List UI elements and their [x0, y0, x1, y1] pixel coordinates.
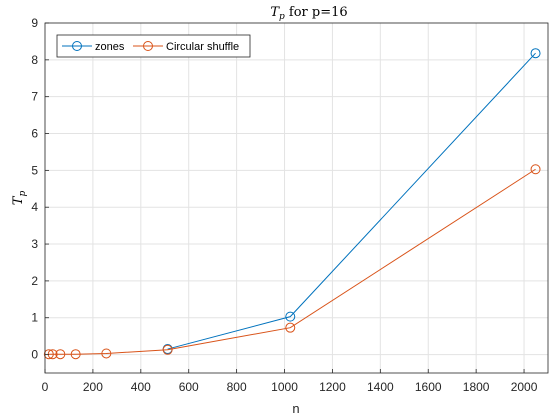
chart-title-sub: p [279, 12, 285, 22]
y-axis-label-sub: p [18, 191, 28, 197]
y-tick-label: 7 [31, 90, 38, 104]
y-tick-label: 1 [31, 311, 38, 325]
y-tick-label: 6 [31, 127, 38, 141]
legend-label-circular-shuffle: Circular shuffle [166, 41, 239, 53]
plot-border [44, 22, 549, 374]
x-tick-label: 1400 [367, 380, 394, 394]
x-axis-ticks: 0 200 400 600 800 1000 1200 1400 1600 1800 2000 [42, 369, 538, 394]
x-tick-label: 1600 [415, 380, 442, 394]
data-point-circular-shuffle [43, 349, 54, 360]
legend-label-zones: zones [95, 41, 125, 53]
x-tick-label: 1800 [463, 380, 490, 394]
data-point-circular-shuffle [55, 349, 66, 360]
data-point-circular-shuffle [162, 344, 173, 355]
series-line-zones [167, 52, 536, 350]
data-point-circular-shuffle [70, 349, 81, 360]
x-tick-label: 600 [179, 380, 199, 394]
y-axis-label: Tp [11, 191, 28, 206]
x-axis-label: n [292, 401, 299, 416]
chart-title-main: T [270, 5, 280, 20]
y-axis-label-main: T [11, 195, 26, 205]
legend-marker-circular-shuffle [143, 41, 153, 51]
y-tick-label: 5 [31, 163, 38, 177]
data-point-circular-shuffle [101, 348, 112, 359]
x-tick-label: 800 [227, 380, 247, 394]
y-axis-ticks: 0 1 2 3 4 5 6 7 8 9 [31, 16, 49, 362]
x-tick-label: 200 [83, 380, 103, 394]
series-line-circular-shuffle [48, 168, 536, 355]
data-point-zones [285, 311, 296, 322]
x-tick-label: 400 [131, 380, 151, 394]
y-tick-label: 2 [31, 274, 38, 288]
y-tick-label: 4 [31, 200, 38, 214]
x-tick-label: 1000 [271, 380, 298, 394]
plot-area [45, 23, 548, 373]
y-tick-label: 3 [31, 237, 38, 251]
series-layer [43, 48, 541, 360]
y-tick-label: 0 [31, 348, 38, 362]
data-point-circular-shuffle [285, 322, 296, 333]
legend: zones Circular shuffle [56, 34, 251, 58]
chart-title-rest: for p=16 [285, 5, 348, 20]
data-point-zones [530, 48, 541, 59]
data-point-circular-shuffle [530, 164, 541, 175]
x-tick-label: 2000 [511, 380, 538, 394]
x-tick-label: 0 [42, 380, 49, 394]
series-zones [162, 48, 541, 355]
chart-title: Tp for p=16 [270, 5, 347, 22]
grid [44, 22, 548, 373]
x-tick-label: 1200 [319, 380, 346, 394]
series-circular-shuffle [43, 164, 541, 360]
legend-marker-zones [72, 41, 82, 51]
y-tick-label: 9 [31, 16, 38, 30]
y-tick-label: 8 [31, 53, 38, 67]
